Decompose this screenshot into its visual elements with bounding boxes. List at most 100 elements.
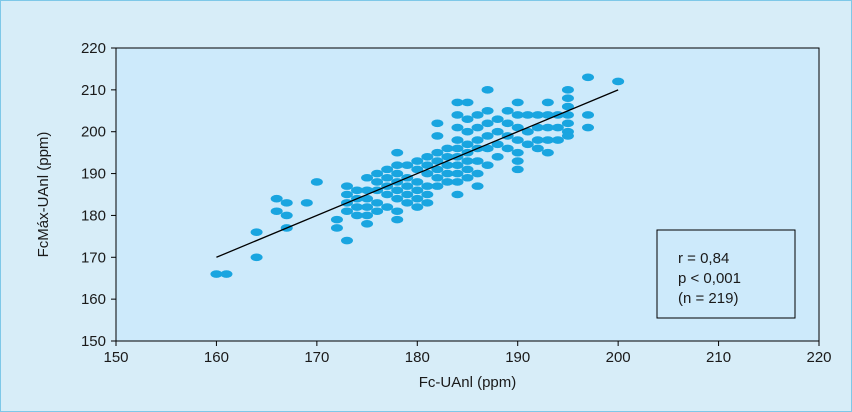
data-point: [541, 136, 554, 144]
data-point: [441, 178, 454, 186]
data-point: [371, 199, 384, 207]
data-point: [441, 161, 454, 169]
data-point: [451, 111, 464, 119]
data-point: [300, 199, 313, 207]
x-tick-label: 180: [405, 349, 430, 366]
data-point: [551, 136, 564, 144]
y-tick-label: 220: [81, 40, 106, 57]
data-point: [391, 194, 404, 203]
data-point: [481, 144, 494, 153]
data-point: [280, 211, 293, 220]
data-point: [561, 102, 574, 111]
data-point: [582, 123, 595, 132]
x-tick-label: 170: [304, 349, 329, 366]
data-point: [401, 190, 414, 199]
data-point: [511, 157, 524, 165]
data-point: [451, 169, 464, 178]
data-points: [210, 73, 625, 278]
data-point: [361, 211, 374, 220]
data-point: [371, 207, 384, 216]
data-point: [541, 111, 554, 119]
data-point: [561, 132, 574, 140]
data-point: [541, 98, 554, 107]
data-point: [561, 86, 574, 94]
x-tick-label: 220: [806, 349, 831, 366]
data-point: [361, 173, 374, 182]
data-point: [531, 111, 544, 119]
data-point: [270, 194, 283, 203]
data-point: [280, 199, 293, 207]
data-point: [391, 207, 404, 216]
data-point: [582, 73, 595, 82]
data-point: [612, 77, 625, 86]
data-point: [401, 161, 414, 169]
data-point: [582, 111, 595, 119]
data-point: [471, 157, 484, 165]
data-point: [381, 173, 394, 182]
data-point: [481, 106, 494, 115]
data-point: [340, 236, 353, 245]
data-point: [361, 203, 374, 211]
data-point: [391, 215, 404, 224]
data-point: [461, 115, 474, 123]
data-point: [561, 94, 574, 103]
stats-p-value: p < 0,001: [678, 270, 741, 287]
data-point: [411, 157, 424, 165]
data-point: [381, 165, 394, 174]
data-point: [511, 98, 524, 107]
data-point: [451, 98, 464, 107]
data-point: [401, 199, 414, 207]
data-point: [471, 169, 484, 178]
data-point: [501, 106, 514, 115]
data-point: [411, 165, 424, 174]
data-point: [270, 207, 283, 216]
data-point: [431, 173, 444, 182]
data-point: [521, 127, 534, 136]
data-point: [531, 123, 544, 132]
data-point: [471, 123, 484, 132]
data-point: [501, 119, 514, 128]
data-point: [391, 169, 404, 178]
data-point: [511, 136, 524, 144]
data-point: [381, 203, 394, 211]
y-tick-label: 200: [81, 124, 106, 141]
data-point: [461, 127, 474, 136]
data-point: [531, 144, 544, 153]
data-point: [421, 182, 434, 190]
data-point: [431, 132, 444, 140]
data-point: [561, 111, 574, 119]
data-point: [421, 169, 434, 178]
data-point: [330, 215, 343, 224]
data-point: [431, 165, 444, 174]
data-point: [351, 211, 364, 220]
x-tick-label: 190: [505, 349, 530, 366]
data-point: [551, 123, 564, 132]
data-point: [340, 182, 353, 190]
data-point: [441, 144, 454, 153]
data-point: [511, 123, 524, 132]
data-point: [451, 161, 464, 169]
data-point: [351, 203, 364, 211]
data-point: [461, 173, 474, 182]
y-tick-label: 210: [81, 82, 106, 99]
data-point: [461, 140, 474, 149]
data-point: [340, 207, 353, 216]
data-point: [471, 182, 484, 190]
data-point: [491, 127, 504, 136]
data-point: [371, 178, 384, 186]
y-tick-label: 190: [81, 166, 106, 183]
data-point: [461, 165, 474, 174]
data-point: [210, 270, 223, 278]
x-tick-label: 150: [103, 349, 128, 366]
data-point: [491, 115, 504, 123]
data-point: [441, 169, 454, 178]
stats-box-frame: [656, 229, 796, 319]
data-point: [491, 140, 504, 149]
data-point: [411, 178, 424, 186]
data-point: [421, 161, 434, 169]
data-point: [541, 123, 554, 132]
data-point: [471, 136, 484, 144]
stats-correlation: r = 0,84: [678, 250, 729, 267]
data-point: [431, 148, 444, 157]
